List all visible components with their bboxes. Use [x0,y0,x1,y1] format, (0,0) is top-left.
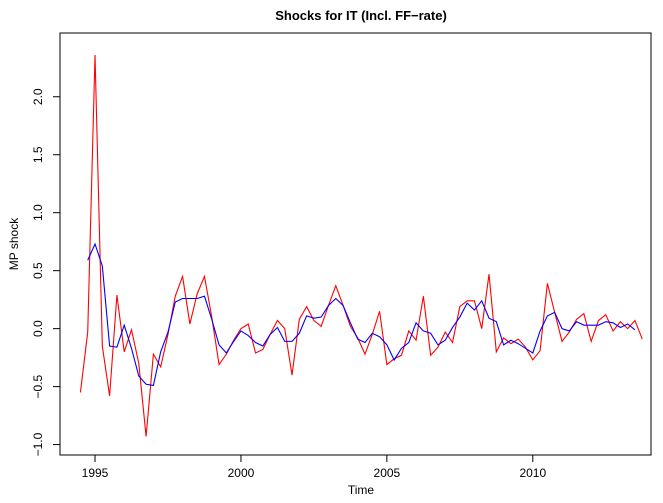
series-line [79,55,643,437]
y-tick-label: 2.0 [31,88,45,105]
chart-title: Shocks for IT (Incl. FF−rate) [275,8,447,23]
x-tick-label: 1995 [82,466,109,480]
y-tick-label: 1.0 [31,204,45,221]
y-tick-label: −1.0 [31,432,45,456]
y-tick-label: 1.5 [31,146,45,163]
x-tick-label: 2005 [374,466,401,480]
x-tick-label: 2000 [228,466,255,480]
y-tick-label: −0.5 [31,374,45,398]
x-axis-label: Time [348,483,375,497]
series-line [87,242,636,387]
y-axis-label: MP shock [7,217,21,270]
x-tick-label: 2010 [519,466,546,480]
y-tick-label: 0.0 [31,320,45,337]
y-tick-label: 0.5 [31,262,45,279]
plot-box [59,32,652,456]
